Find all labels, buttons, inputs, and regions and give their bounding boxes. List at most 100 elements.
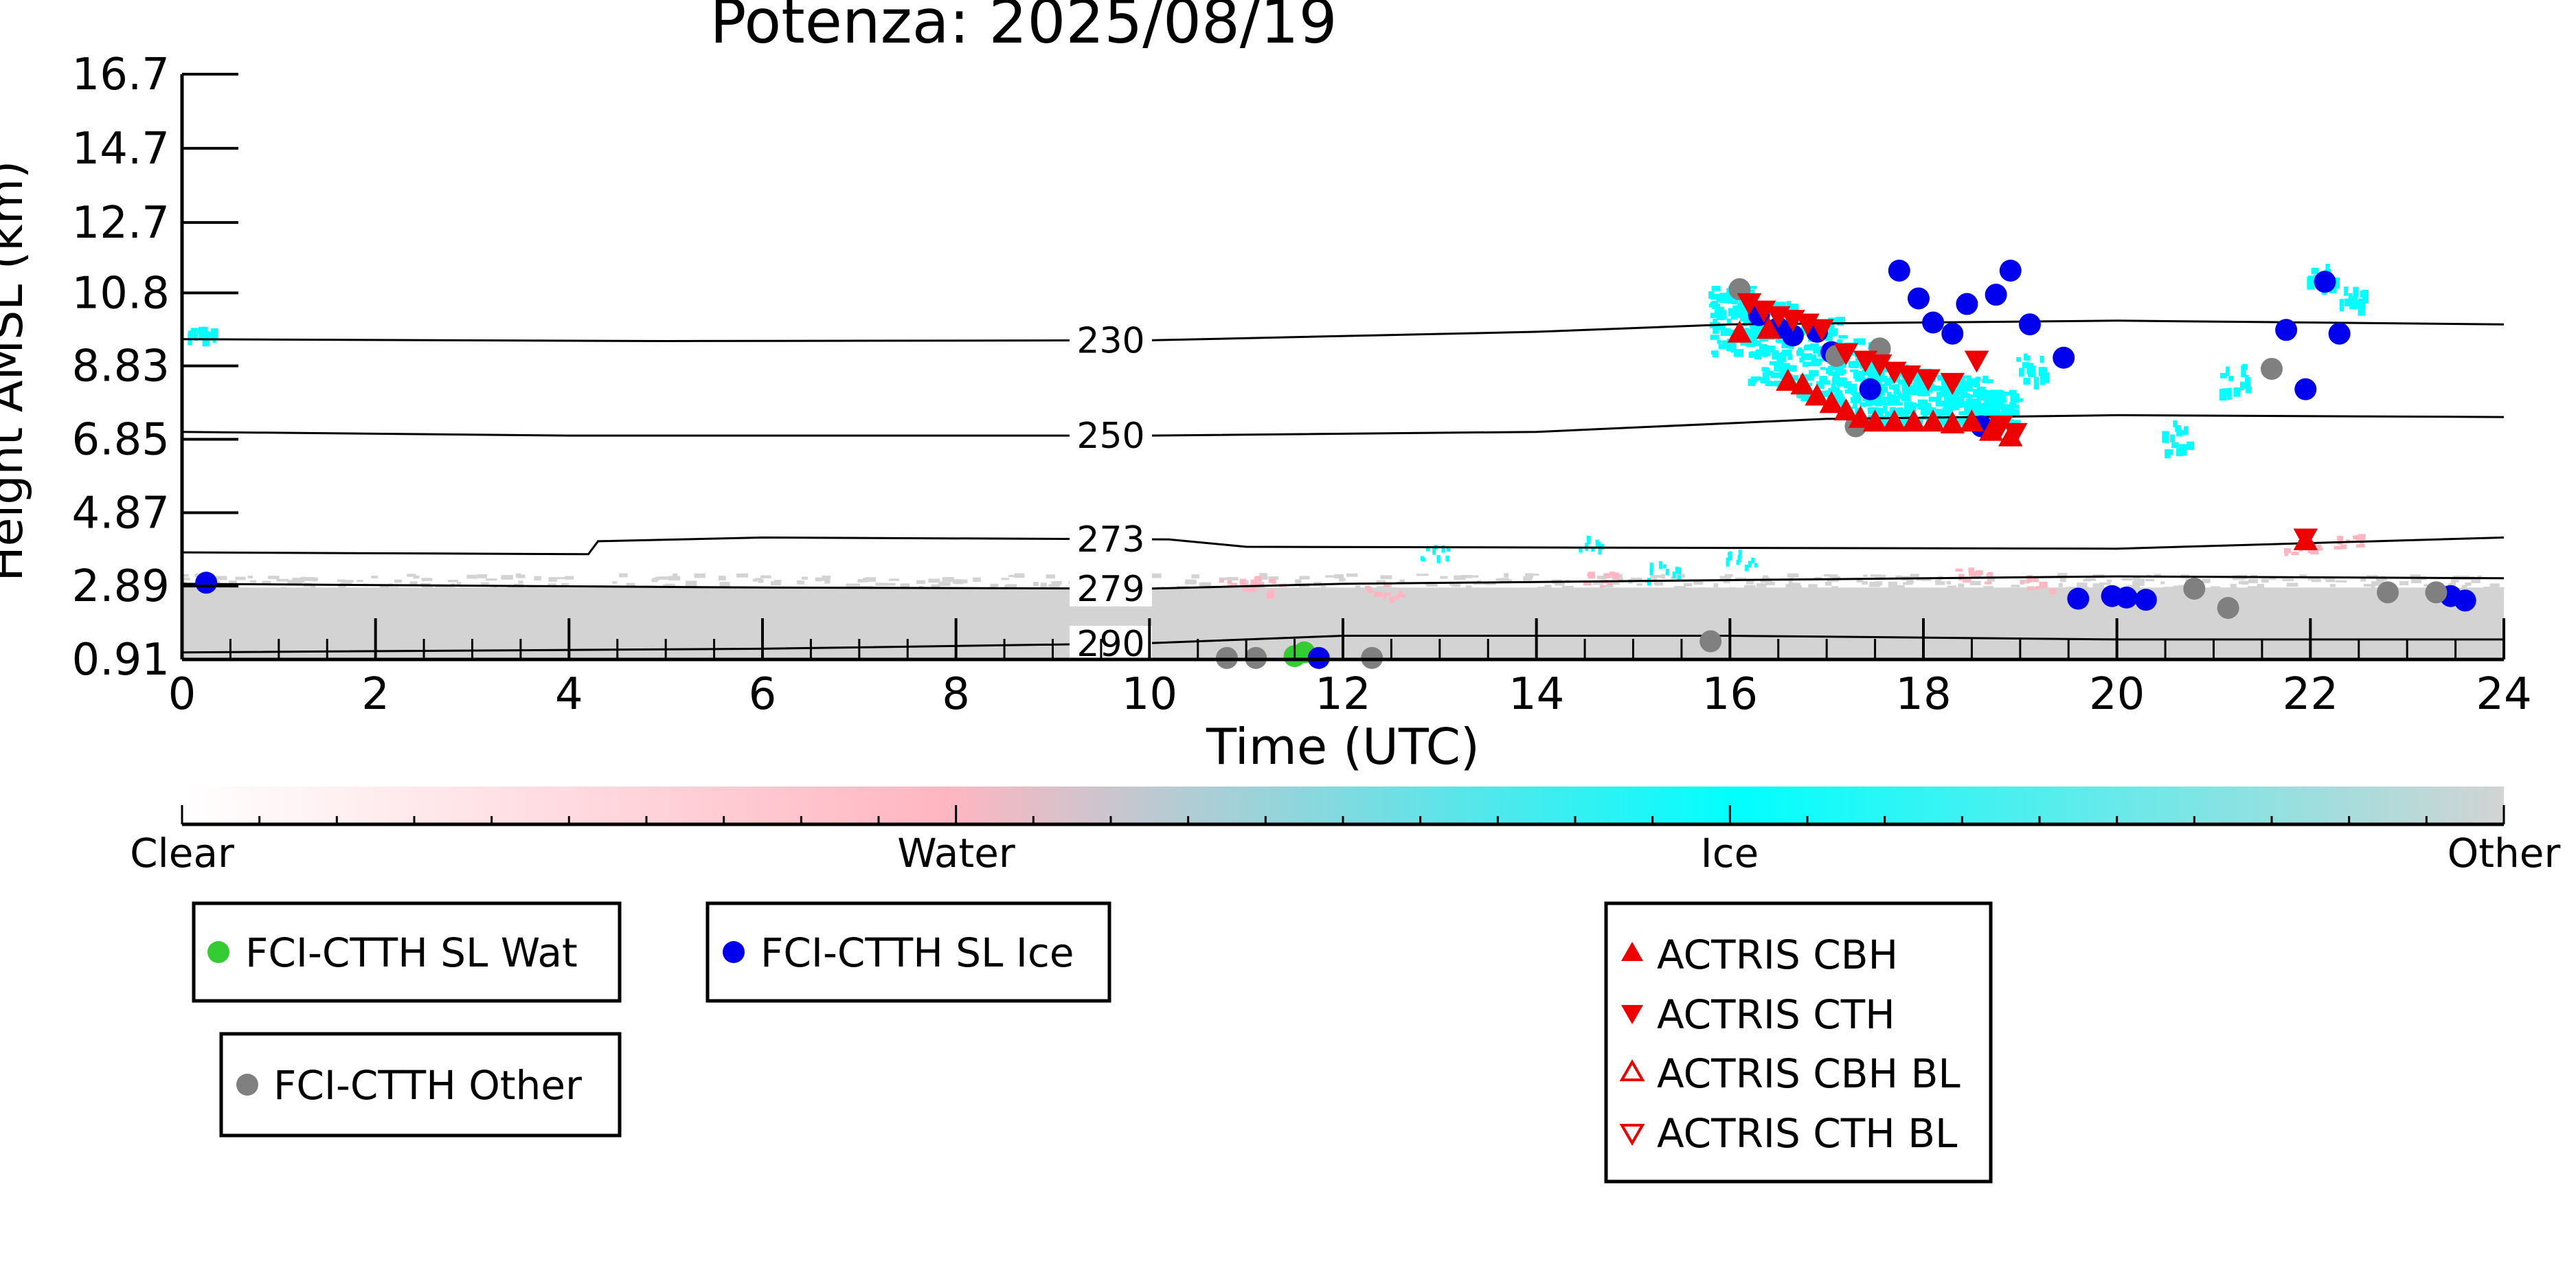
marker-fci-ctth-sl-ice [1907, 287, 1930, 310]
chart-title: Potenza: 2025/08/19 [710, 0, 1337, 57]
cloud-pixel-other [1033, 582, 1039, 587]
cloud-pixel-ice [1844, 389, 1856, 394]
legend-box-actris: ACTRIS CBH ACTRIS CTH ACTRIS CBH BL ACTR… [1604, 901, 1993, 1184]
cloud-pixel-water [1227, 580, 1232, 585]
marker-fci-ctth-sl-ice [2115, 586, 2138, 609]
cloud-pixel-other [1820, 589, 1832, 593]
cloud-pixel-ice [1713, 327, 1719, 334]
cloud-pixel-ice [1649, 563, 1653, 570]
marker-actris-cbh [1805, 383, 1829, 406]
cloud-pixel-water [1248, 588, 1256, 592]
cloud-pixel-ice [1842, 369, 1846, 374]
cloud-pixel-other [534, 576, 541, 581]
marker-actris-cth [2293, 528, 2318, 551]
cloud-pixel-ice [1866, 396, 1876, 405]
cloud-pixel-ice [1979, 389, 1987, 395]
marker-actris-cbh [1848, 405, 1873, 428]
cloud-pixel-ice [1917, 377, 1923, 381]
cloud-pixel-ice [1837, 377, 1847, 385]
marker-fci-ctth-sl-ice [2067, 587, 2090, 610]
cloud-pixel-other [1225, 589, 1235, 595]
cloud-pixel-other [1792, 585, 1802, 590]
cloud-pixel-other [565, 576, 574, 580]
cloud-pixel-ice [1960, 393, 1971, 398]
isotherm-label-250: 250 [1076, 416, 1144, 457]
cloud-pixel-other [2241, 580, 2249, 585]
cloud-pixel-other [665, 583, 675, 587]
cloud-pixel-other [262, 580, 271, 584]
marker-actris-cbh [1819, 391, 1844, 414]
cloud-pixel-other [2058, 573, 2068, 577]
cloud-pixel-other [2363, 584, 2374, 587]
cloud-pixel-other [2465, 582, 2472, 586]
cloud-pixel-other [2134, 578, 2145, 583]
marker-fci-ctth-sl-ice [2454, 589, 2476, 612]
cloud-pixel-other [2154, 574, 2162, 576]
cloud-pixel-water [2358, 534, 2366, 541]
cloud-pixel-ice [1820, 367, 1826, 370]
cloud-pixel-other [1454, 575, 1466, 580]
cloud-pixel-other [598, 585, 606, 590]
cloud-pixel-other [1648, 588, 1660, 594]
cloud-pixel-ice [1917, 381, 1924, 389]
cloud-pixel-ice [1831, 363, 1838, 371]
cloud-pixel-ice [1897, 418, 1906, 423]
cloud-pixel-ice [1911, 388, 1918, 396]
cloud-pixel-other [2396, 589, 2402, 592]
marker-fci-ctth-sl-ice [2328, 322, 2351, 345]
cloud-pixel-other [725, 587, 734, 591]
cloud-pixel-other [916, 580, 925, 585]
cloud-pixel-other [2448, 583, 2456, 586]
cloud-pixel-other [542, 588, 552, 594]
cloud-pixel-other [2375, 577, 2385, 582]
cloud-pixel-other [394, 579, 402, 583]
cloud-pixel-ice [1968, 394, 1976, 398]
cloud-pixel-other [1636, 591, 1648, 595]
cloud-pixel-other [276, 578, 289, 582]
cloud-pixel-other [1008, 574, 1017, 578]
cloud-pixel-ice [2040, 375, 2046, 385]
cloud-pixel-water [1382, 594, 1387, 600]
cloud-pixel-other [448, 580, 459, 583]
cloud-pixel-ice [1917, 388, 1926, 396]
cloud-pixel-ice [2187, 441, 2195, 451]
cloud-pixel-other [2059, 578, 2066, 583]
cloud-pixel-other [846, 583, 857, 587]
isotherm-line-273 [181, 536, 2505, 556]
cloud-pixel-ice [1894, 392, 1901, 395]
cloud-pixel-other [1466, 585, 1472, 590]
cloud-pixel-ice [2349, 296, 2357, 310]
cloud-pixel-water [1239, 578, 1246, 586]
cloud-pixel-ice [1721, 340, 1730, 348]
marker-fci-ctth-other [2217, 596, 2239, 619]
cloud-pixel-ice [1774, 381, 1785, 385]
cloud-pixel-other [1653, 580, 1659, 585]
cloud-pixel-other [409, 581, 418, 587]
cloud-pixel-other [235, 576, 246, 580]
x-tick-label: 16 [1702, 669, 1758, 720]
cloud-pixel-ice [2233, 387, 2240, 397]
cloud-pixel-other [1699, 587, 1706, 590]
cloud-pixel-ice [2176, 429, 2183, 437]
cloud-pixel-ice [1828, 387, 1835, 393]
cloud-pixel-other [1760, 580, 1772, 583]
cloud-pixel-ice [2353, 286, 2359, 297]
cloud-pixel-ice [1760, 377, 1770, 384]
cloud-pixel-ice [2004, 392, 2011, 396]
cloud-pixel-ice [1720, 328, 1731, 336]
cloud-pixel-ice [1958, 376, 1965, 384]
cloud-pixel-other [2408, 591, 2419, 595]
cloud-pixel-other [1302, 590, 1309, 595]
y-ticks: 0.91 2.89 4.87 6.85 8.83 10.8 12.7 14.7 16.7 [72, 49, 238, 686]
cloud-pixel-other [1958, 583, 1965, 588]
cloud-pixel-ice [2227, 387, 2232, 400]
cloud-pixel-ice [2023, 377, 2031, 385]
cloud-pixel-ice [212, 332, 216, 343]
cloud-pixel-ice [205, 333, 212, 341]
x-tick-label: 2 [361, 669, 389, 720]
cloud-pixel-other [801, 576, 809, 580]
cloud-pixel-ice [1998, 395, 2007, 402]
cloud-pixel-other [215, 580, 221, 585]
cloud-pixel-ice [1888, 394, 1897, 398]
cloud-pixel-ice [1872, 407, 1883, 413]
